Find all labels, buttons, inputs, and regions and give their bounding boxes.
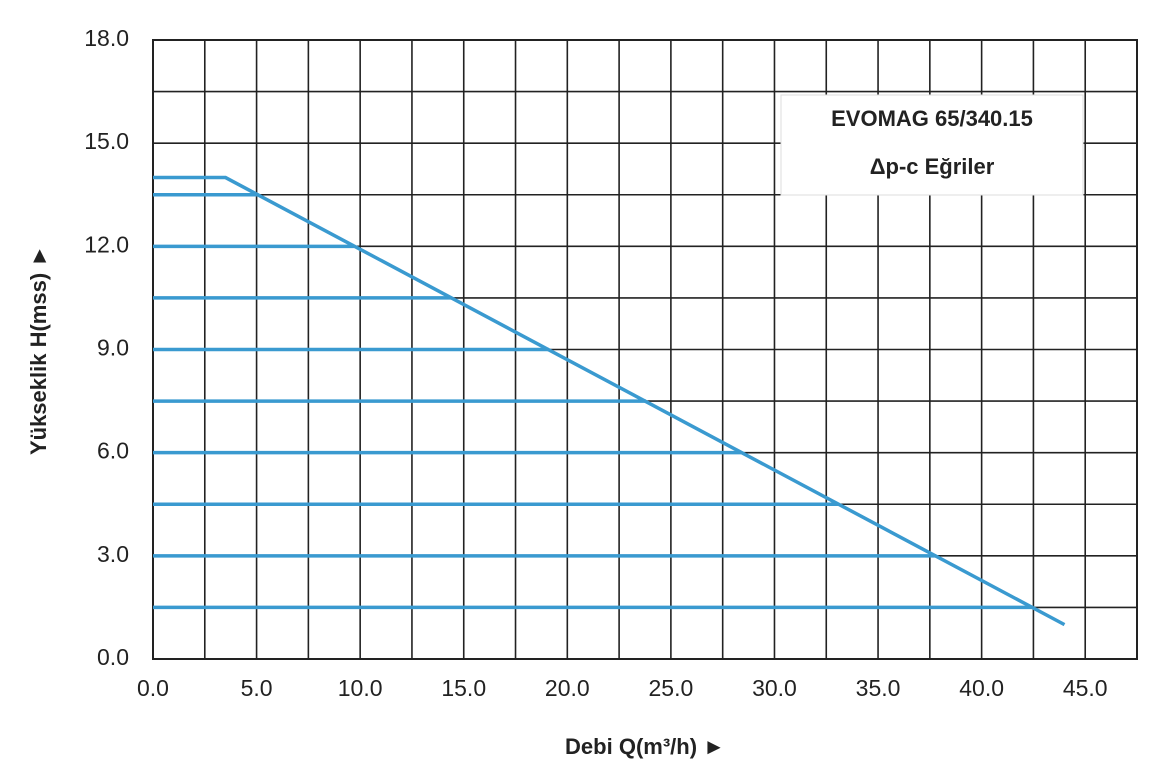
x-axis-title: Debi Q(m³/h) ► <box>565 734 725 759</box>
x-tick-label: 40.0 <box>959 675 1004 701</box>
x-tick-label: 0.0 <box>137 675 169 701</box>
annotation: Δp-c Eğriler <box>870 154 995 179</box>
lines <box>153 175 1066 627</box>
annotation: EVOMAG 65/340.15 <box>831 106 1033 131</box>
y-axis-title: Yükseklik H(mss) ► <box>26 245 51 455</box>
curve <box>153 175 1066 627</box>
y-tick-label: 0.0 <box>97 644 129 670</box>
x-tick-label: 10.0 <box>338 675 383 701</box>
x-tick-label: 5.0 <box>241 675 273 701</box>
y-tick-label: 3.0 <box>97 541 129 567</box>
x-tick-label: 25.0 <box>649 675 694 701</box>
x-tick-label: 35.0 <box>856 675 901 701</box>
y-tick-label: 15.0 <box>84 128 129 154</box>
annotation-box <box>780 94 1084 196</box>
y-tick-label: 12.0 <box>84 231 129 257</box>
x-tick-label: 30.0 <box>752 675 797 701</box>
y-tick-label: 18.0 <box>84 25 129 51</box>
x-tick-label: 20.0 <box>545 675 590 701</box>
x-tick-label: 45.0 <box>1063 675 1108 701</box>
x-tick-label: 15.0 <box>441 675 486 701</box>
y-tick-label: 9.0 <box>97 335 129 361</box>
y-tick-label: 6.0 <box>97 438 129 464</box>
